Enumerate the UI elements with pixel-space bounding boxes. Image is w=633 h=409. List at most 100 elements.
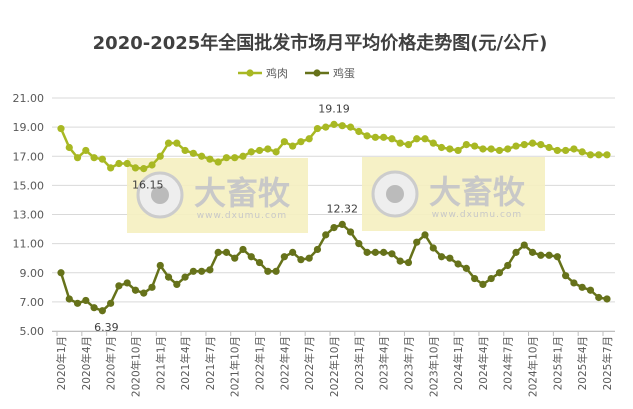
data-point — [446, 145, 454, 153]
data-point — [115, 282, 123, 290]
data-point — [504, 261, 512, 270]
data-point — [429, 139, 437, 147]
data-point — [454, 260, 462, 268]
x-tick-label: 2022年4月 — [278, 336, 291, 390]
data-point — [487, 145, 495, 153]
y-tick-label: 11.00 — [13, 238, 45, 251]
data-point — [586, 151, 595, 159]
data-point — [371, 248, 379, 256]
data-point — [338, 220, 346, 229]
data-point — [73, 299, 82, 307]
y-axis: 5.00 7.00 9.00 11.00 13.00 15.00 17.00 19.00 21.… — [13, 92, 45, 338]
data-point — [380, 133, 388, 141]
data-point — [264, 145, 272, 153]
data-point — [198, 267, 206, 275]
data-point — [280, 138, 288, 146]
data-point — [479, 280, 487, 288]
data-point — [454, 146, 462, 155]
data-point — [289, 248, 297, 256]
data-point — [181, 146, 189, 155]
data-point — [363, 132, 371, 140]
data-point — [437, 143, 446, 152]
data-point — [578, 283, 586, 291]
data-point — [429, 244, 437, 252]
legend-label: 鸡肉 — [266, 66, 288, 80]
data-point — [471, 142, 479, 150]
data-point — [57, 124, 65, 133]
legend-marker — [313, 69, 321, 77]
data-point — [239, 245, 247, 254]
data-point — [562, 272, 570, 280]
data-point — [545, 251, 553, 259]
data-point — [231, 154, 239, 162]
data-point — [520, 241, 528, 249]
data-label: 12.32 — [327, 202, 359, 215]
data-point — [388, 250, 396, 258]
data-point — [206, 266, 214, 274]
data-point — [528, 139, 537, 147]
data-point — [255, 146, 264, 155]
data-point — [330, 224, 338, 232]
data-point — [528, 248, 537, 256]
data-point — [479, 145, 487, 153]
data-point — [82, 146, 90, 155]
legend-marker — [246, 69, 254, 77]
series-group — [57, 120, 611, 315]
data-point — [313, 245, 322, 254]
data-point — [272, 148, 280, 156]
data-point — [98, 155, 106, 163]
data-point — [214, 248, 222, 256]
x-tick-label: 2024年1月 — [452, 336, 465, 390]
data-point — [595, 293, 603, 302]
data-point — [305, 254, 313, 262]
y-tick-label: 13.00 — [13, 209, 45, 222]
data-point — [413, 135, 421, 143]
data-point — [231, 254, 239, 262]
x-tick-label: 2023年7月 — [402, 336, 415, 390]
data-point — [264, 267, 272, 275]
x-tick-label: 2024年10月 — [527, 336, 540, 397]
watermark-brand: 大畜牧 — [194, 174, 291, 212]
data-point — [140, 289, 148, 297]
data-point — [313, 124, 322, 133]
data-point — [140, 165, 148, 173]
data-point — [131, 286, 140, 294]
data-point — [198, 152, 206, 160]
x-tick-label: 2020年10月 — [129, 336, 142, 397]
x-tick-label: 2022年7月 — [303, 336, 316, 390]
data-point — [363, 248, 371, 256]
data-point — [504, 145, 512, 153]
x-tick-label: 2025年4月 — [576, 336, 589, 390]
data-point — [537, 141, 545, 149]
x-tick-label: 2025年1月 — [551, 336, 564, 390]
data-point — [181, 273, 189, 281]
data-point — [355, 127, 363, 136]
data-point — [487, 274, 495, 283]
data-point — [65, 295, 73, 303]
x-tick-label: 2023年10月 — [427, 336, 440, 397]
series-line-1 — [59, 222, 608, 313]
data-point — [322, 231, 330, 239]
legend: 鸡肉 鸡蛋 — [238, 66, 355, 80]
data-point — [297, 256, 305, 264]
y-tick-label: 7.00 — [20, 296, 45, 309]
x-tick-label: 2020年7月 — [105, 336, 118, 390]
data-point — [131, 164, 140, 172]
data-point — [107, 299, 115, 307]
x-tick-label: 2020年1月 — [55, 336, 68, 390]
data-point — [603, 151, 611, 159]
x-tick-label: 2022年10月 — [328, 336, 341, 397]
data-point — [98, 307, 106, 315]
data-point — [437, 253, 446, 261]
data-point — [553, 146, 561, 155]
data-point — [164, 273, 173, 281]
data-point — [107, 164, 115, 172]
data-point — [388, 135, 396, 143]
data-point — [148, 283, 156, 291]
data-point — [90, 154, 98, 162]
data-point — [404, 141, 413, 149]
data-point — [446, 254, 454, 262]
y-tick-label: 19.00 — [13, 121, 45, 134]
